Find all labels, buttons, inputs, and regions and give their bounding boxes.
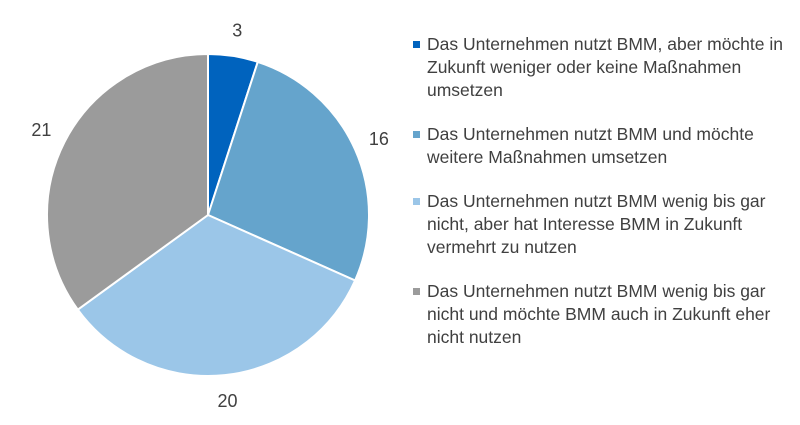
- pie-value-labels: 3 16 20 21: [31, 20, 388, 411]
- legend-marker-2: [413, 131, 420, 138]
- pie-value-label-3: 20: [218, 391, 238, 411]
- pie-chart: 3 16 20 21: [31, 20, 388, 411]
- pie-slice-4: [46, 52, 209, 312]
- legend-label-3: Das Unternehmen nutzt BMM wenig bis gar …: [427, 191, 766, 257]
- legend-item-1: Das Unternehmen nutzt BMM, aber möchte i…: [413, 33, 793, 102]
- legend-marker-3: [413, 198, 420, 205]
- legend: Das Unternehmen nutzt BMM, aber möchte i…: [413, 33, 793, 370]
- pie-slice-3: [76, 213, 357, 377]
- legend-label-1: Das Unternehmen nutzt BMM, aber möchte i…: [427, 34, 783, 100]
- legend-item-4: Das Unternehmen nutzt BMM wenig bis gar …: [413, 280, 793, 349]
- legend-label-4: Das Unternehmen nutzt BMM wenig bis gar …: [427, 281, 771, 347]
- pie-value-label-2: 16: [369, 129, 389, 149]
- pie-slices: [46, 52, 370, 377]
- legend-item-3: Das Unternehmen nutzt BMM wenig bis gar …: [413, 190, 793, 259]
- pie-value-label-1: 3: [232, 20, 242, 40]
- legend-marker-1: [413, 41, 420, 48]
- legend-item-2: Das Unternehmen nutzt BMM und möchte wei…: [413, 123, 793, 169]
- legend-marker-4: [413, 288, 420, 295]
- legend-label-2: Das Unternehmen nutzt BMM und möchte wei…: [427, 124, 754, 167]
- pie-value-label-4: 21: [31, 120, 51, 140]
- pie-slice-2: [206, 60, 370, 282]
